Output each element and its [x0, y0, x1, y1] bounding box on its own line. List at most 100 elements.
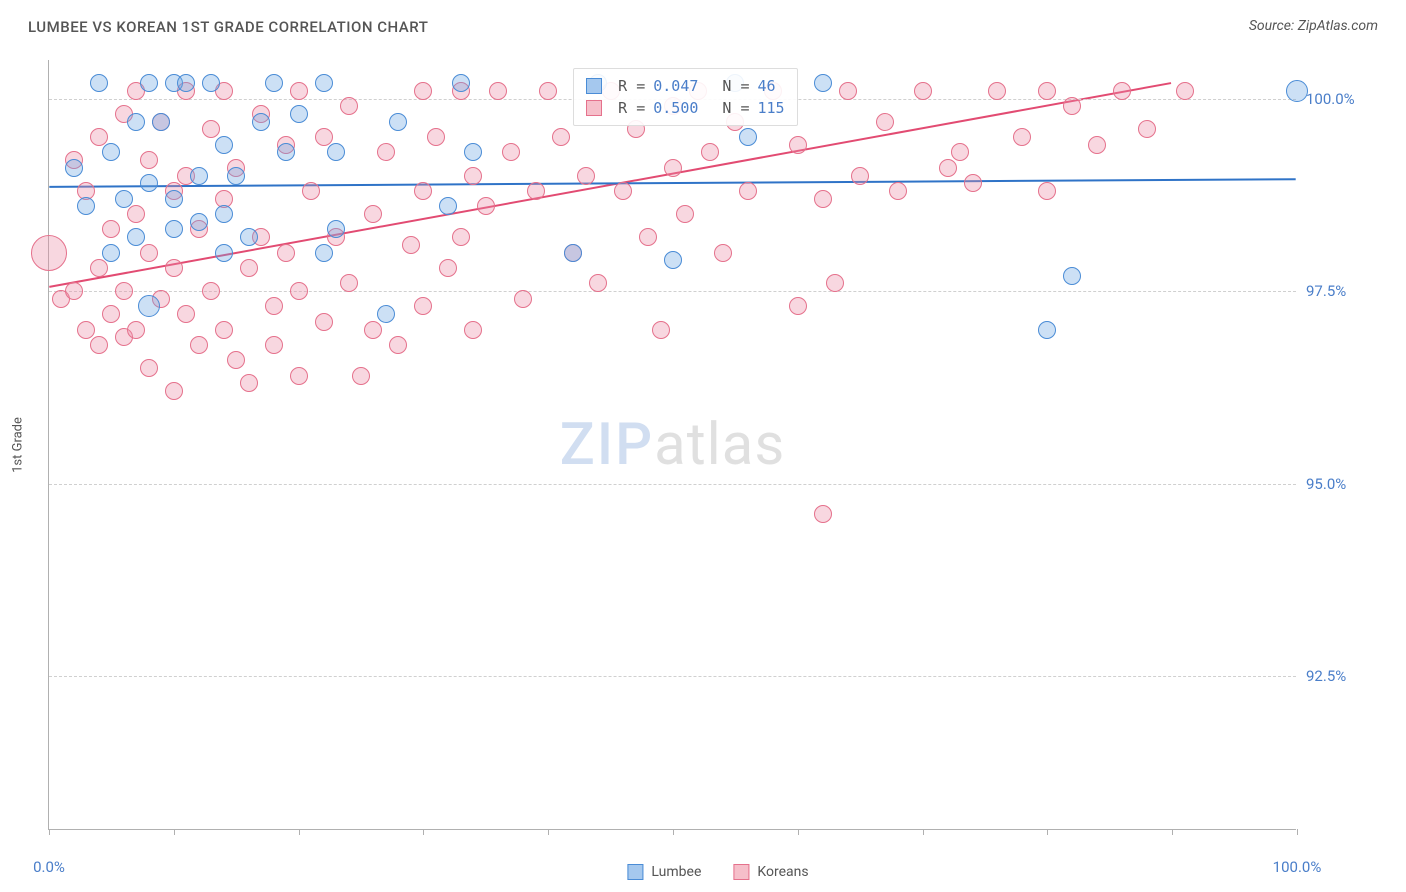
scatter-point-koreans [165, 382, 183, 400]
scatter-point-koreans [290, 82, 308, 100]
scatter-point-koreans [340, 274, 358, 292]
scatter-point-koreans [90, 336, 108, 354]
scatter-point-lumbee [252, 113, 270, 131]
scatter-point-koreans [115, 282, 133, 300]
scatter-point-lumbee [327, 220, 345, 238]
x-tick [1297, 829, 1298, 835]
scatter-point-lumbee [127, 228, 145, 246]
scatter-point-lumbee [290, 105, 308, 123]
scatter-point-lumbee [215, 205, 233, 223]
stats-row: R =0.047N =46 [586, 75, 784, 97]
legend-item: Koreans [733, 864, 808, 880]
r-label: R = [618, 77, 645, 95]
scatter-point-lumbee [389, 113, 407, 131]
scatter-point-koreans [127, 321, 145, 339]
scatter-point-lumbee [140, 174, 158, 192]
scatter-point-koreans [364, 205, 382, 223]
scatter-point-koreans [65, 282, 83, 300]
scatter-point-lumbee [215, 244, 233, 262]
scatter-point-koreans [939, 159, 957, 177]
scatter-point-koreans [464, 321, 482, 339]
scatter-point-koreans [527, 182, 545, 200]
x-tick-label: 100.0% [1273, 858, 1322, 876]
source-label: Source: ZipAtlas.com [1249, 18, 1378, 34]
scatter-point-koreans [789, 136, 807, 154]
scatter-point-koreans [951, 143, 969, 161]
n-label: N = [722, 77, 749, 95]
x-tick [299, 829, 300, 835]
n-label: N = [722, 99, 749, 117]
scatter-point-koreans [202, 282, 220, 300]
scatter-point-lumbee [140, 74, 158, 92]
scatter-point-koreans [90, 128, 108, 146]
scatter-point-koreans [1038, 82, 1056, 100]
legend-swatch [733, 864, 749, 880]
watermark: ZIPatlas [560, 411, 786, 479]
n-value: 46 [758, 77, 776, 95]
scatter-point-koreans [190, 336, 208, 354]
scatter-point-lumbee [165, 220, 183, 238]
scatter-point-koreans [277, 244, 295, 262]
scatter-point-lumbee [452, 74, 470, 92]
scatter-point-koreans [439, 259, 457, 277]
x-tick [49, 829, 50, 835]
legend-label: Koreans [757, 864, 808, 880]
x-tick [1172, 829, 1173, 835]
scatter-point-lumbee [190, 167, 208, 185]
scatter-point-koreans [477, 197, 495, 215]
scatter-point-koreans [102, 305, 120, 323]
scatter-point-koreans [377, 143, 395, 161]
plot-area: ZIPatlas 0.0%100.0%R =0.047N =46R =0.500… [48, 60, 1296, 830]
scatter-point-lumbee [202, 74, 220, 92]
scatter-point-koreans [227, 351, 245, 369]
scatter-point-lumbee [315, 244, 333, 262]
x-tick [673, 829, 674, 835]
scatter-point-koreans [102, 220, 120, 238]
scatter-point-koreans [1038, 182, 1056, 200]
scatter-point-koreans [177, 305, 195, 323]
scatter-point-koreans [290, 367, 308, 385]
scatter-point-lumbee [138, 295, 160, 317]
scatter-point-koreans [502, 143, 520, 161]
scatter-point-lumbee [277, 143, 295, 161]
legend-label: Lumbee [651, 864, 701, 880]
legend-swatch [586, 100, 602, 116]
scatter-point-koreans [352, 367, 370, 385]
scatter-point-koreans [414, 82, 432, 100]
scatter-point-koreans [714, 244, 732, 262]
scatter-point-koreans [614, 182, 632, 200]
scatter-point-koreans [851, 167, 869, 185]
scatter-point-koreans [514, 290, 532, 308]
legend-swatch [627, 864, 643, 880]
scatter-point-koreans [826, 274, 844, 292]
gridline-h [49, 291, 1296, 292]
scatter-point-koreans [389, 336, 407, 354]
scatter-point-lumbee [1063, 267, 1081, 285]
scatter-point-koreans [315, 128, 333, 146]
scatter-point-koreans [240, 374, 258, 392]
scatter-point-lumbee [127, 113, 145, 131]
scatter-point-koreans [1138, 120, 1156, 138]
scatter-point-koreans [876, 113, 894, 131]
scatter-point-koreans [589, 274, 607, 292]
scatter-point-koreans [889, 182, 907, 200]
scatter-point-koreans [739, 182, 757, 200]
scatter-point-lumbee [439, 197, 457, 215]
scatter-point-koreans [414, 297, 432, 315]
scatter-point-koreans [914, 82, 932, 100]
bottom-legend: Lumbee Koreans [627, 864, 808, 880]
gridline-h [49, 676, 1296, 677]
y-tick-label: 92.5% [1306, 667, 1346, 685]
scatter-point-koreans [165, 259, 183, 277]
scatter-point-koreans [90, 259, 108, 277]
scatter-point-koreans [140, 244, 158, 262]
x-tick [1047, 829, 1048, 835]
scatter-point-koreans [127, 205, 145, 223]
scatter-point-koreans [464, 167, 482, 185]
scatter-point-koreans [1088, 136, 1106, 154]
gridline-h [49, 484, 1296, 485]
scatter-point-lumbee [464, 143, 482, 161]
scatter-point-lumbee [65, 159, 83, 177]
scatter-point-lumbee [165, 190, 183, 208]
x-tick [798, 829, 799, 835]
